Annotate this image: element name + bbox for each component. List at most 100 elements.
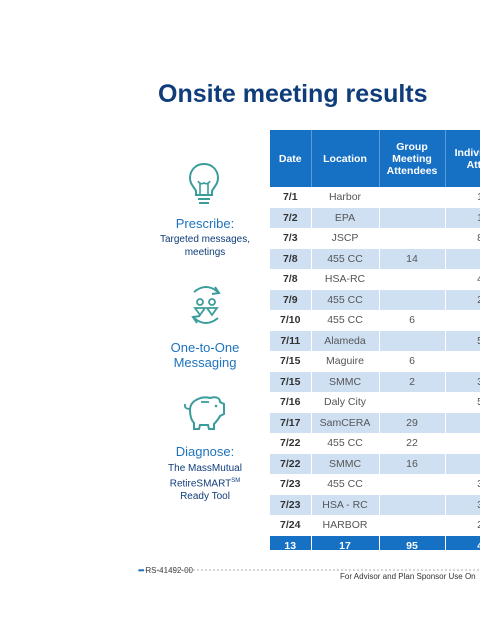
- cell-date: 7/15: [270, 371, 312, 392]
- table-row: 7/22 SMMC 16: [270, 453, 480, 474]
- diagnose-subtext-line3: Ready Tool: [180, 491, 230, 503]
- cell-group-attendees: [379, 187, 446, 208]
- cell-individual-attendees: 5: [445, 392, 480, 413]
- header-group-meeting-attendees: Group Meeting Attendees: [379, 130, 446, 187]
- cell-individual-attendees: 3: [445, 474, 480, 495]
- logo-dots-icon: •••: [138, 566, 144, 575]
- cell-group-attendees: 14: [379, 248, 446, 269]
- header-location: Location: [311, 130, 380, 187]
- cell-group-attendees: [379, 392, 446, 413]
- cell-date: 7/16: [270, 392, 312, 413]
- cell-location: Maguire: [311, 351, 380, 372]
- cell-group-attendees: [379, 515, 446, 536]
- cell-date: 7/11: [270, 330, 312, 351]
- cell-group-attendees: 22: [379, 433, 446, 454]
- cell-date: 7/22: [270, 433, 312, 454]
- cell-location: EPA: [311, 207, 380, 228]
- cell-individual-attendees: 1: [445, 187, 480, 208]
- diagnose-block: Diagnose: The MassMutual RetireSMARTSM R…: [150, 444, 260, 503]
- table-row: 7/8 455 CC 14: [270, 248, 480, 269]
- prescribe-heading: Prescribe:: [175, 216, 235, 231]
- cell-group-attendees: 2: [379, 371, 446, 392]
- cell-location: Alameda: [311, 330, 380, 351]
- diagnose-subtext-line1: The MassMutual: [168, 463, 242, 474]
- prescribe-block: Prescribe: Targeted messages, meetings: [150, 216, 260, 259]
- cell-group-attendees: 16: [379, 453, 446, 474]
- results-table-container: Date Location Group Meeting Attendees In…: [270, 130, 480, 550]
- cell-group-attendees: [379, 494, 446, 515]
- footer-disclaimer: For Advisor and Plan Sponsor Use On: [340, 572, 476, 581]
- one-to-one-block: One-to-One Messaging: [150, 340, 260, 370]
- cell-individual-attendees: [445, 453, 480, 474]
- cell-date: 7/3: [270, 228, 312, 249]
- cell-individual-attendees: [445, 433, 480, 454]
- cell-group-attendees: [379, 228, 446, 249]
- cell-date: 7/10: [270, 310, 312, 331]
- cell-location: 455 CC: [311, 248, 380, 269]
- cell-individual-attendees: [445, 248, 480, 269]
- table-row: 7/15 Maguire 6: [270, 351, 480, 372]
- prescribe-subtext: Targeted messages, meetings: [159, 234, 251, 258]
- cell-individual-attendees: 5: [445, 330, 480, 351]
- cell-date: 7/9: [270, 289, 312, 310]
- cell-location: 455 CC: [311, 289, 380, 310]
- cell-individual-attendees: 2: [445, 289, 480, 310]
- cell-group-attendees: 6: [379, 351, 446, 372]
- cell-group-attendees: [379, 289, 446, 310]
- cell-date: 7/8: [270, 269, 312, 290]
- cell-group-attendees: [379, 207, 446, 228]
- diagnose-subtext-line2: RetireSMARTSM: [150, 475, 260, 490]
- total-cell-location: 17: [311, 535, 380, 550]
- one-to-one-heading-line2: Messaging: [173, 355, 237, 370]
- lightbulb-icon: [188, 162, 220, 204]
- cell-date: 7/23: [270, 494, 312, 515]
- header-individual-meeting-attendees: Indivi Mee Atten: [445, 130, 480, 187]
- piggy-bank-icon: [183, 396, 225, 430]
- cell-group-attendees: [379, 269, 446, 290]
- cell-location: 455 CC: [311, 474, 380, 495]
- results-table: Date Location Group Meeting Attendees In…: [270, 130, 480, 550]
- cell-individual-attendees: 1: [445, 207, 480, 228]
- table-row: 7/22 455 CC 22: [270, 433, 480, 454]
- cell-date: 7/22: [270, 453, 312, 474]
- footer-code: RS-41492-00: [145, 566, 193, 575]
- cell-individual-attendees: 3: [445, 371, 480, 392]
- cell-location: HSA - RC: [311, 494, 380, 515]
- one-to-one-heading-line1: One-to-One: [170, 340, 240, 355]
- table-header-row: Date Location Group Meeting Attendees In…: [270, 130, 480, 187]
- cell-date: 7/15: [270, 351, 312, 372]
- cell-individual-attendees: 8: [445, 228, 480, 249]
- table-row: 7/15SMMC23: [270, 371, 480, 392]
- cell-location: SamCERA: [311, 412, 380, 433]
- cell-location: HSA-RC: [311, 269, 380, 290]
- cell-group-attendees: 29: [379, 412, 446, 433]
- cell-individual-attendees: 4: [445, 269, 480, 290]
- footer-code-block: ••• RS-41492-00: [138, 566, 193, 575]
- cell-individual-attendees: 2: [445, 515, 480, 536]
- cell-date: 7/2: [270, 207, 312, 228]
- cell-location: SMMC: [311, 371, 380, 392]
- diagnose-product-name: RetireSMART: [169, 478, 232, 490]
- cell-group-attendees: [379, 474, 446, 495]
- total-cell-date: 13: [270, 535, 312, 550]
- header-date: Date: [270, 130, 312, 187]
- footer-divider: [140, 568, 480, 572]
- cell-date: 7/1: [270, 187, 312, 208]
- cell-individual-attendees: 3: [445, 494, 480, 515]
- diagnose-heading: Diagnose:: [175, 444, 235, 459]
- cell-group-attendees: 6: [379, 310, 446, 331]
- cell-date: 7/24: [270, 515, 312, 536]
- cell-location: 455 CC: [311, 433, 380, 454]
- cell-location: Daly City: [311, 392, 380, 413]
- table-row: 7/17 SamCERA 29: [270, 412, 480, 433]
